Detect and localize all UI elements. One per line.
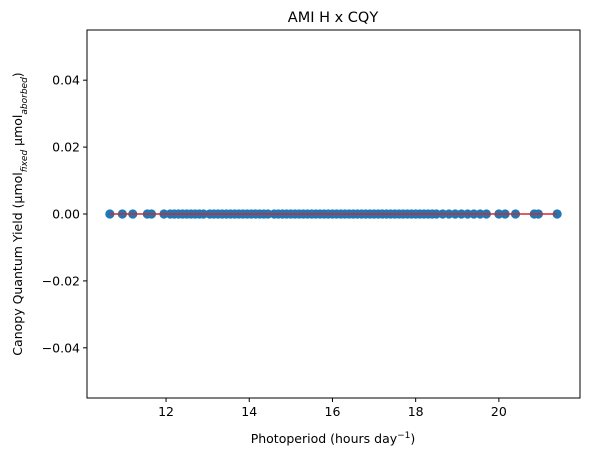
y-axis-label-part: ): [10, 72, 25, 77]
y-axis-label-part: fixed: [20, 150, 30, 173]
x-tick-label: 12: [158, 404, 174, 419]
x-tick-label: 14: [241, 404, 257, 419]
x-axis: 12 14 16 18 20: [158, 398, 507, 419]
y-axis-label-part: Canopy Quantum Yield (μmol: [10, 172, 25, 355]
y-axis-label-part: aborbed: [20, 77, 30, 115]
x-axis-label: Photoperiod (hours day−1): [251, 431, 416, 446]
y-tick-label: 0.02: [52, 140, 80, 155]
x-axis-label-suffix: ): [410, 431, 415, 446]
chart-title: AMI H x CQY: [288, 10, 379, 26]
y-tick-label: 0.00: [52, 207, 80, 222]
y-tick-label: −0.04: [42, 340, 80, 355]
y-tick-label: 0.04: [52, 73, 80, 88]
y-axis: 0.04 0.02 0.00 −0.02 −0.04: [42, 73, 87, 355]
y-axis-label-part: μmol: [10, 115, 25, 150]
y-tick-label: −0.02: [42, 273, 80, 288]
x-axis-label-text: Photoperiod (hours day: [251, 431, 398, 446]
x-axis-label-sup: −1: [397, 431, 410, 441]
x-tick-label: 18: [408, 404, 424, 419]
x-tick-label: 16: [325, 404, 341, 419]
plot-area: [86, 29, 581, 399]
y-axis-label: Canopy Quantum Yield (μmolfixed μmolabor…: [10, 72, 30, 355]
x-tick-label: 20: [491, 404, 507, 419]
